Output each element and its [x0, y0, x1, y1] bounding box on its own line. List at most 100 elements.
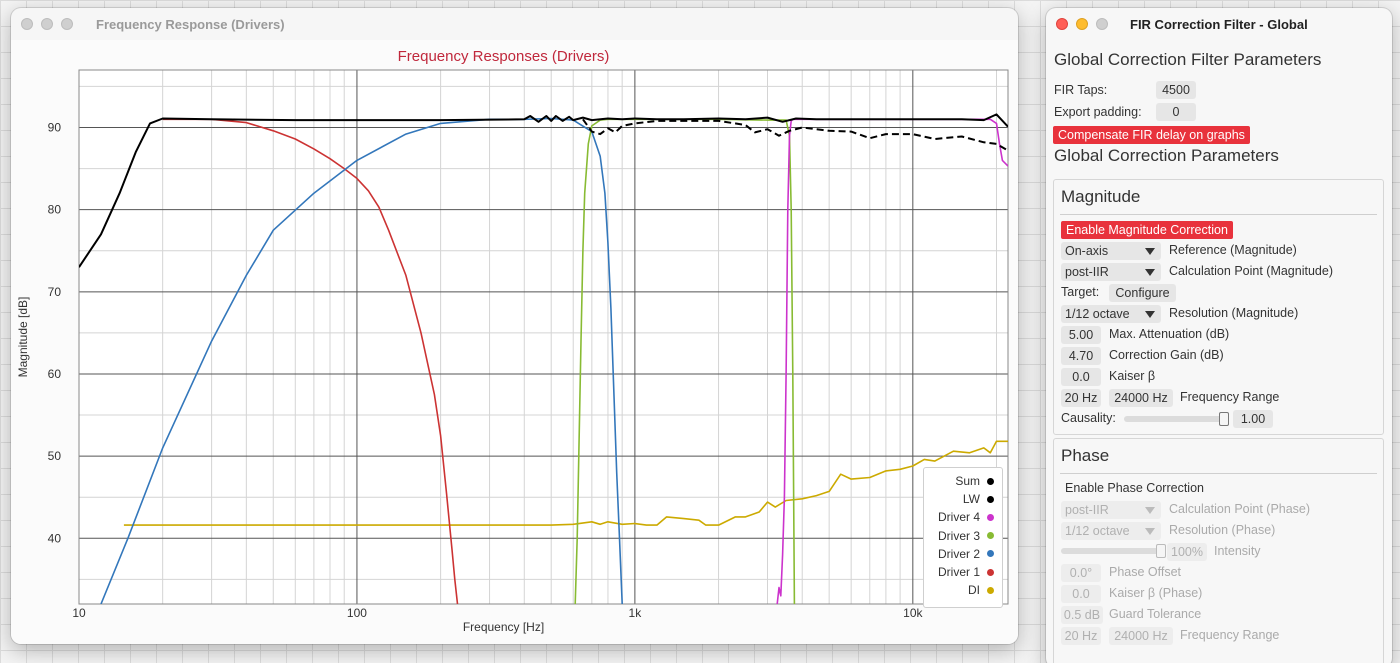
calc-point-phase-label: Calculation Point (Phase): [1169, 502, 1311, 516]
fir-taps-label: FIR Taps:: [1054, 83, 1108, 97]
resolution-value: 1/12 octave: [1065, 307, 1130, 321]
x-tick-label: 100: [347, 606, 367, 620]
window-title: FIR Correction Filter - Global: [1130, 17, 1308, 32]
phase-freq-low-input[interactable]: 20 Hz: [1061, 627, 1101, 645]
causality-input[interactable]: 1.00: [1233, 410, 1273, 428]
frequency-response-window: Frequency Response (Drivers) 10 100 1k 10k 4…: [11, 8, 1018, 644]
close-button[interactable]: [21, 18, 33, 30]
intensity-slider[interactable]: [1061, 548, 1161, 554]
chevron-down-icon: [1145, 528, 1155, 535]
phase-offset-input[interactable]: 0.0°: [1061, 564, 1101, 582]
titlebar[interactable]: FIR Correction Filter - Global: [1046, 8, 1392, 40]
export-padding-label: Export padding:: [1054, 105, 1142, 119]
magnitude-group: Magnitude Enable Magnitude Correction On…: [1053, 179, 1384, 435]
freq-low-input[interactable]: 20 Hz: [1061, 389, 1101, 407]
calc-point-phase-select[interactable]: post-IIR: [1061, 501, 1161, 519]
chevron-down-icon: [1145, 269, 1155, 276]
chart-title: Frequency Responses (Drivers): [398, 48, 610, 65]
guard-tolerance-input[interactable]: 0.5 dB: [1061, 606, 1103, 624]
enable-phase-button[interactable]: Enable Phase Correction: [1065, 481, 1204, 495]
legend-item: Driver 1: [938, 565, 994, 579]
legend-swatch: [987, 586, 994, 594]
y-tick-label: 90: [48, 121, 62, 135]
resolution-label: Resolution (Magnitude): [1169, 306, 1299, 320]
target-label: Target:: [1061, 285, 1100, 299]
minimize-button[interactable]: [41, 18, 53, 30]
phase-freq-range-label: Frequency Range: [1180, 628, 1280, 642]
enable-magnitude-button[interactable]: Enable Magnitude Correction: [1061, 221, 1233, 239]
series-di: [123, 440, 1008, 526]
causality-slider[interactable]: [1124, 416, 1224, 422]
compensate-fir-delay-button[interactable]: Compensate FIR delay on graphs: [1053, 126, 1250, 144]
legend-label: DI: [968, 583, 980, 598]
kaiser-beta-input[interactable]: 0.0: [1061, 368, 1101, 386]
plot-background: [79, 70, 1008, 604]
legend-swatch: [987, 513, 994, 521]
kaiser-beta-label: Kaiser β: [1109, 369, 1156, 383]
legend-label: Driver 3: [937, 528, 980, 543]
series-lw: [582, 118, 1008, 152]
export-padding-input[interactable]: 0: [1156, 103, 1196, 121]
reference-label: Reference (Magnitude): [1169, 243, 1297, 257]
chart-legend: Sum LW Driver 4 Driver 3 Driver 2 Driver 1 DI: [923, 467, 1003, 608]
plot-frame: [78, 69, 1009, 605]
legend-label: Sum: [955, 474, 980, 488]
freq-range-label: Frequency Range: [1180, 390, 1280, 404]
plot-area[interactable]: 10 100 1k 10k 40 50 60 70 80 90 Frequency Response…: [11, 40, 1018, 644]
resolution-value: 1/12 octave: [1065, 524, 1130, 538]
phase-freq-high-input[interactable]: 24000 Hz: [1109, 627, 1173, 645]
causality-slider-handle[interactable]: [1219, 412, 1229, 426]
x-tick-label: 1k: [629, 606, 643, 620]
frequency-chart[interactable]: 10 100 1k 10k 40 50 60 70 80 90 Frequency Response…: [11, 40, 1018, 644]
legend-label: Driver 4: [937, 510, 980, 525]
legend-label: Driver 2: [937, 546, 980, 561]
minimize-button[interactable]: [1076, 18, 1088, 30]
legend-swatch: [987, 477, 994, 485]
close-button[interactable]: [1056, 18, 1068, 30]
max-attenuation-input[interactable]: 5.00: [1061, 326, 1101, 344]
causality-label: Causality:: [1061, 411, 1116, 425]
correction-gain-label: Correction Gain (dB): [1109, 348, 1224, 362]
freq-high-input[interactable]: 24000 Hz: [1109, 389, 1173, 407]
series-sum: [79, 113, 1008, 268]
legend-swatch: [987, 568, 994, 576]
phase-title: Phase: [1061, 446, 1110, 465]
chevron-down-icon: [1145, 248, 1155, 255]
y-axis-label: Magnitude [dB]: [16, 297, 30, 378]
titlebar[interactable]: Frequency Response (Drivers): [11, 8, 1018, 40]
intensity-label: Intensity: [1214, 544, 1261, 558]
resolution-magnitude-select[interactable]: 1/12 octave: [1061, 305, 1161, 323]
calc-point-value: post-IIR: [1065, 265, 1109, 279]
kaiser-phase-label: Kaiser β (Phase): [1109, 586, 1203, 600]
legend-swatch: [987, 495, 994, 503]
chevron-down-icon: [1145, 311, 1155, 318]
magnitude-title: Magnitude: [1061, 187, 1141, 206]
zoom-button[interactable]: [61, 18, 73, 30]
window-title: Frequency Response (Drivers): [96, 17, 285, 32]
legend-label: LW: [962, 492, 980, 507]
y-tick-label: 70: [48, 285, 62, 299]
x-tick-label: 10: [72, 606, 86, 620]
phase-offset-label: Phase Offset: [1109, 565, 1182, 579]
guard-tolerance-label: Guard Tolerance: [1109, 607, 1202, 621]
kaiser-phase-input[interactable]: 0.0: [1061, 585, 1101, 603]
resolution-phase-select[interactable]: 1/12 octave: [1061, 522, 1161, 540]
legend-swatch: [987, 550, 994, 558]
series-driver-1: [162, 118, 459, 604]
legend-item: Driver 2: [938, 547, 994, 561]
legend-swatch: [987, 532, 994, 540]
zoom-button[interactable]: [1096, 18, 1108, 30]
calc-point-value: post-IIR: [1065, 503, 1109, 517]
phase-group: Phase Enable Phase Correction post-IIR C…: [1053, 438, 1384, 663]
y-tick-label: 50: [48, 449, 62, 463]
reference-magnitude-select[interactable]: On-axis: [1061, 242, 1161, 260]
correction-gain-input[interactable]: 4.70: [1061, 347, 1101, 365]
intensity-slider-handle[interactable]: [1156, 544, 1166, 558]
configure-button[interactable]: Configure: [1109, 284, 1176, 302]
fir-taps-input[interactable]: 4500: [1156, 81, 1196, 99]
y-tick-label: 80: [48, 203, 62, 217]
y-tick-label: 40: [48, 531, 62, 545]
calc-point-magnitude-select[interactable]: post-IIR: [1061, 263, 1161, 281]
chevron-down-icon: [1145, 507, 1155, 514]
intensity-input[interactable]: 100%: [1167, 543, 1207, 561]
